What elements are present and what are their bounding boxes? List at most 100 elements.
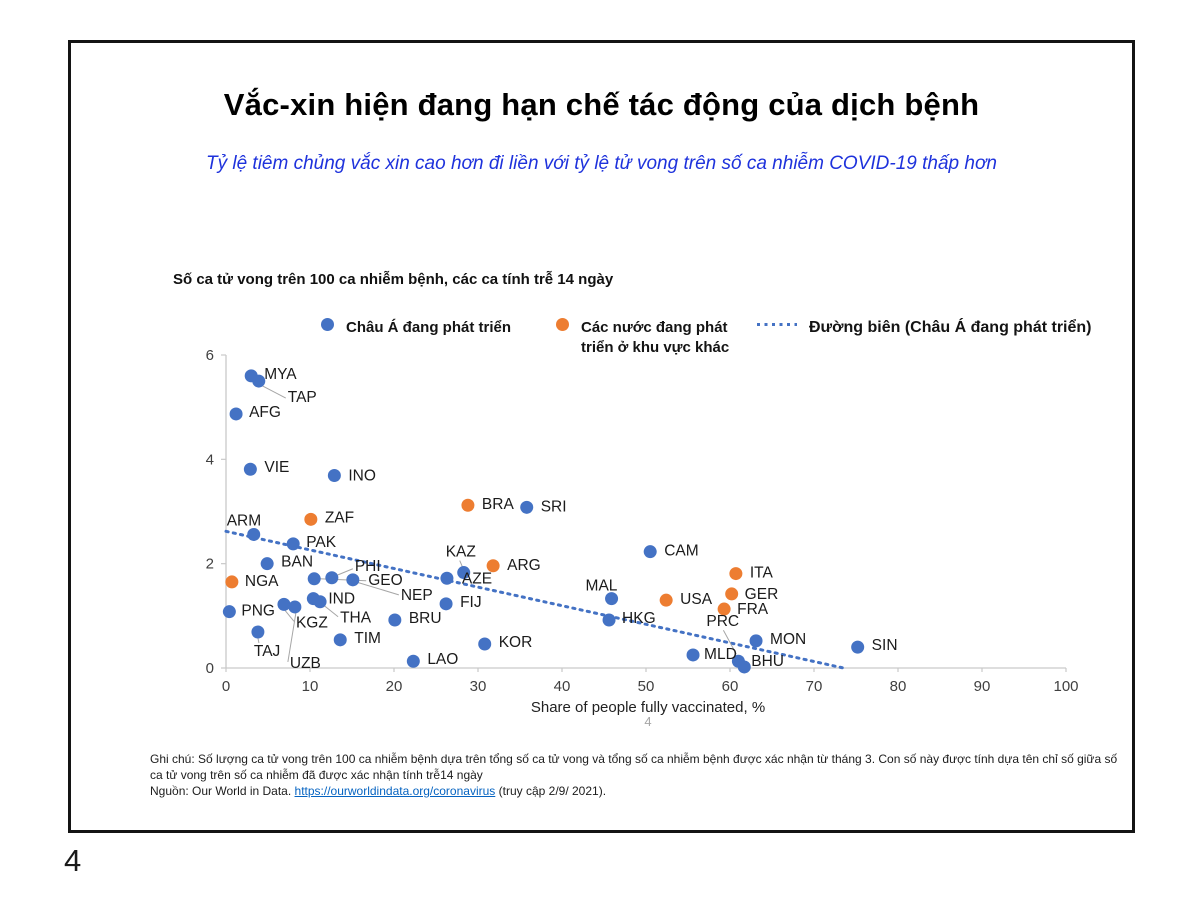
legend-label-frontier: Đường biên (Châu Á đang phát triển) bbox=[809, 319, 1092, 336]
page-number: 4 bbox=[64, 843, 82, 878]
data-point-BHU bbox=[737, 660, 751, 674]
leader-line-THA bbox=[322, 604, 339, 618]
point-label-NEP: NEP bbox=[401, 587, 433, 604]
leader-line-KGZ bbox=[284, 610, 295, 622]
data-point-USA bbox=[659, 593, 673, 607]
point-label-ITA: ITA bbox=[750, 565, 774, 582]
data-point-GER bbox=[725, 587, 739, 601]
x-tick-label: 0 bbox=[222, 678, 230, 695]
data-point-PHI bbox=[325, 571, 339, 585]
data-point-TAP bbox=[252, 374, 266, 388]
point-label-ARM: ARM bbox=[227, 512, 261, 529]
data-point-LAO bbox=[406, 654, 420, 668]
slide-frame: Vắc-xin hiện đang hạn chế tác động của d… bbox=[68, 40, 1135, 833]
point-label-MLD: MLD bbox=[704, 646, 737, 663]
legend-item-frontier: Đường biên (Châu Á đang phát triển) bbox=[757, 317, 1092, 339]
data-point-KGZ bbox=[277, 597, 291, 611]
legend-dotted-line-icon bbox=[757, 323, 797, 326]
point-label-PAK: PAK bbox=[306, 534, 337, 551]
point-label-MAL: MAL bbox=[586, 578, 618, 595]
data-point-AFG bbox=[229, 407, 243, 421]
data-point-MLD bbox=[686, 648, 700, 662]
point-label-THA: THA bbox=[340, 610, 372, 627]
data-point-AZE bbox=[440, 571, 454, 585]
x-tick-label: 90 bbox=[974, 678, 991, 695]
point-label-BRA: BRA bbox=[482, 496, 515, 513]
x-tick-label: 50 bbox=[638, 678, 655, 695]
point-label-INO: INO bbox=[348, 468, 376, 485]
data-point-SRI bbox=[520, 500, 534, 514]
point-label-PHI: PHI bbox=[355, 558, 381, 575]
point-label-MON: MON bbox=[770, 631, 806, 648]
point-label-GEO: GEO bbox=[368, 572, 402, 589]
point-label-AZE: AZE bbox=[462, 570, 492, 587]
data-point-TAJ bbox=[251, 625, 265, 639]
data-point-HKG bbox=[602, 613, 616, 627]
data-point-BAN bbox=[260, 557, 274, 571]
chart-y-axis-title: Số ca tử vong trên 100 ca nhiễm bệnh, cá… bbox=[173, 271, 614, 288]
point-label-ZAF: ZAF bbox=[325, 509, 354, 526]
legend-item-asia: Châu Á đang phát triển bbox=[321, 318, 511, 338]
legend-label-asia: Châu Á đang phát triển bbox=[346, 319, 511, 336]
data-point-KOR bbox=[478, 637, 492, 651]
point-label-TAP: TAP bbox=[288, 389, 317, 406]
leader-line-TAJ bbox=[257, 637, 260, 644]
footnote: Ghi chú: Số lượng ca tử vong trên 100 ca… bbox=[150, 751, 1118, 799]
source-link[interactable]: https://ourworldindata.org/coronavirus bbox=[294, 784, 496, 798]
data-point-TIM bbox=[333, 633, 347, 647]
slide-title: Vắc-xin hiện đang hạn chế tác động của d… bbox=[223, 87, 980, 122]
leader-line-NEP bbox=[355, 581, 399, 596]
point-label-BHU: BHU bbox=[751, 653, 784, 670]
data-point-NEP bbox=[346, 573, 360, 587]
source-suffix: (truy cập 2/9/ 2021). bbox=[495, 784, 607, 798]
data-point-FIJ bbox=[439, 597, 453, 611]
point-label-SRI: SRI bbox=[541, 498, 567, 515]
data-point-UZB bbox=[288, 600, 302, 614]
x-tick-label: 20 bbox=[386, 678, 403, 695]
point-label-SIN: SIN bbox=[872, 637, 898, 654]
point-label-KOR: KOR bbox=[499, 634, 533, 651]
point-label-GER: GER bbox=[745, 586, 779, 603]
data-point-BRU bbox=[388, 613, 402, 627]
x-tick-label: 60 bbox=[722, 678, 739, 695]
leader-line-PHI bbox=[335, 568, 354, 577]
point-label-USA: USA bbox=[680, 591, 713, 608]
y-tick-label: 4 bbox=[206, 451, 214, 468]
data-point-KAZ bbox=[457, 566, 471, 580]
x-tick-label: 80 bbox=[890, 678, 907, 695]
x-tick-label: 30 bbox=[470, 678, 487, 695]
point-label-LAO: LAO bbox=[427, 651, 458, 668]
data-point-ZAF bbox=[304, 512, 318, 526]
y-tick-label: 0 bbox=[206, 660, 214, 677]
point-label-IND: IND bbox=[328, 591, 355, 608]
y-tick-label: 6 bbox=[206, 347, 214, 364]
point-label-KAZ: KAZ bbox=[446, 544, 476, 561]
data-point-PNG bbox=[222, 605, 236, 619]
data-point-GEO bbox=[307, 572, 321, 586]
x-tick-label: 100 bbox=[1053, 678, 1078, 695]
legend-item-other-regions: Các nước đang phát triển ở khu vực khác bbox=[556, 318, 737, 359]
x-tick-label: 10 bbox=[302, 678, 319, 695]
point-label-UZB: UZB bbox=[290, 655, 321, 672]
point-label-KGZ: KGZ bbox=[296, 614, 328, 631]
x-axis-title: Share of people fully vaccinated, % bbox=[530, 699, 766, 716]
source-prefix: Nguồn: Our World in Data. bbox=[150, 784, 295, 798]
data-point-MAL bbox=[605, 592, 619, 606]
data-point-BRA bbox=[461, 498, 475, 512]
leader-line-UZB bbox=[287, 612, 297, 663]
slide-subtitle: Tỷ lệ tiêm chủng vắc xin cao hơn đi liền… bbox=[205, 153, 998, 174]
point-label-AFG: AFG bbox=[249, 404, 281, 421]
y-tick-label: 2 bbox=[206, 556, 214, 573]
scatter-plot: 0 2 4 6 0 10 20 30 40 50 60 70 80 90 100 MYA TAP AFG VIE IN… bbox=[206, 347, 1079, 695]
point-label-FRA: FRA bbox=[737, 601, 769, 618]
data-point-FRA bbox=[717, 602, 731, 616]
data-point-ITA bbox=[729, 567, 743, 581]
point-label-TAJ: TAJ bbox=[254, 643, 280, 660]
data-point-VIE bbox=[243, 462, 257, 476]
data-point-ARG bbox=[486, 559, 500, 573]
point-label-BAN: BAN bbox=[281, 554, 313, 571]
legend-dot-blue-icon bbox=[321, 318, 334, 331]
x-tick-label: 70 bbox=[806, 678, 823, 695]
